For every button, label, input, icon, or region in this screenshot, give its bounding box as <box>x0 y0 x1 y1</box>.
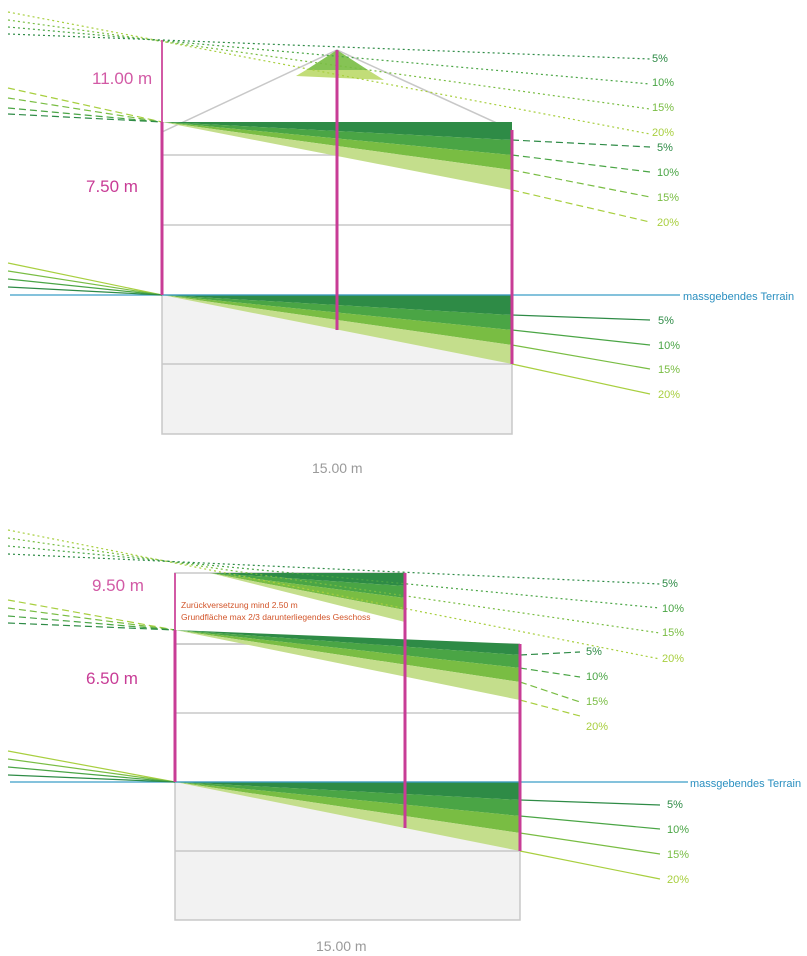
top-terrain-slope-15: 15% <box>658 364 680 376</box>
top-ridge-slope-20: 20% <box>652 127 674 139</box>
bottom-terrain-slope-15: 15% <box>667 849 689 861</box>
top-ridge-slope-15: 15% <box>652 102 674 114</box>
bottom-terrain-slope-10: 10% <box>667 824 689 836</box>
bottom-slope-line-left <box>7 774 176 783</box>
top-slope-line-right-5 <box>511 314 651 321</box>
bottom-eave-slope-20: 20% <box>586 721 608 733</box>
bottom-terrain-wedge-20 <box>175 782 520 851</box>
top-ridge-slope-10: 10% <box>652 77 674 89</box>
top-eave-slope-20: 20% <box>657 217 679 229</box>
bottom-terrain-label: massgebendes Terrain <box>690 778 801 790</box>
top-eave-dashed-lines <box>7 87 651 223</box>
bottom-top-slope-20: 20% <box>662 653 684 665</box>
bottom-slope-line-right-5 <box>519 799 661 806</box>
bottom-eave-dashed-lines <box>7 599 581 717</box>
bottom-slope-line-right-15 <box>519 832 661 855</box>
bottom-slope-line-left <box>7 750 176 783</box>
top-slope-line-right-15 <box>511 344 651 370</box>
bottom-eave-slope-5: 5% <box>586 646 602 658</box>
top-slope-line-left <box>7 262 163 296</box>
bottom-top-dotted-lines <box>7 529 661 660</box>
top-eave-height-label: 7.50 m <box>86 177 138 196</box>
top-ridge-dotted-lines <box>7 11 651 135</box>
bottom-eave-wedge-20 <box>175 630 520 700</box>
bottom-slope-line-right-10 <box>519 815 661 830</box>
bottom-eave-slope-10: 10% <box>586 671 608 683</box>
top-width-label: 15.00 m <box>312 460 363 476</box>
top-slope-line-right-10 <box>511 329 651 346</box>
top-diagram: 11.00 m 7.50 m 15.00 m massgebendes Terr… <box>7 11 794 476</box>
bottom-diagram: 9.50 m 6.50 m 15.00 m massgebendes Terra… <box>7 529 801 954</box>
top-slope-line-left <box>7 270 163 296</box>
top-eave-slope-10: 10% <box>657 167 679 179</box>
bottom-top-slope-15: 15% <box>662 627 684 639</box>
top-total-height-label: 11.00 m <box>92 69 152 88</box>
bottom-slope-line-right-20 <box>519 850 661 880</box>
top-eave-slope-5: 5% <box>657 142 673 154</box>
bottom-note-line2: Grundfläche max 2/3 darunterliegendes Ge… <box>181 612 370 622</box>
bottom-slope-line-left <box>7 766 176 783</box>
top-slope-line-right-20 <box>511 363 651 395</box>
top-terrain-slope-10: 10% <box>658 340 680 352</box>
top-terrain-slope-5: 5% <box>658 315 674 327</box>
bottom-width-label: 15.00 m <box>316 938 367 954</box>
bottom-slope-line-left <box>7 758 176 783</box>
bottom-top-slope-10: 10% <box>662 603 684 615</box>
top-terrain-label: massgebendes Terrain <box>683 291 794 303</box>
bottom-note-line1: Zurückversetzung mind 2.50 m <box>181 600 298 610</box>
top-slope-line-left <box>7 278 163 296</box>
top-ridge-wedge <box>296 70 384 80</box>
top-slope-line-left <box>7 286 163 296</box>
bottom-top-slope-5: 5% <box>662 578 678 590</box>
bottom-terrain-slope-20: 20% <box>667 874 689 886</box>
bottom-attic-wedge-20 <box>210 573 405 622</box>
top-terrain-slope-20: 20% <box>658 389 680 401</box>
top-eave-slope-15: 15% <box>657 192 679 204</box>
bottom-eave-height-label: 6.50 m <box>86 669 138 688</box>
top-ridge-slope-5: 5% <box>652 53 668 65</box>
bottom-eave-slope-15: 15% <box>586 696 608 708</box>
bottom-terrain-slope-5: 5% <box>667 799 683 811</box>
bottom-total-height-label: 9.50 m <box>92 576 144 595</box>
